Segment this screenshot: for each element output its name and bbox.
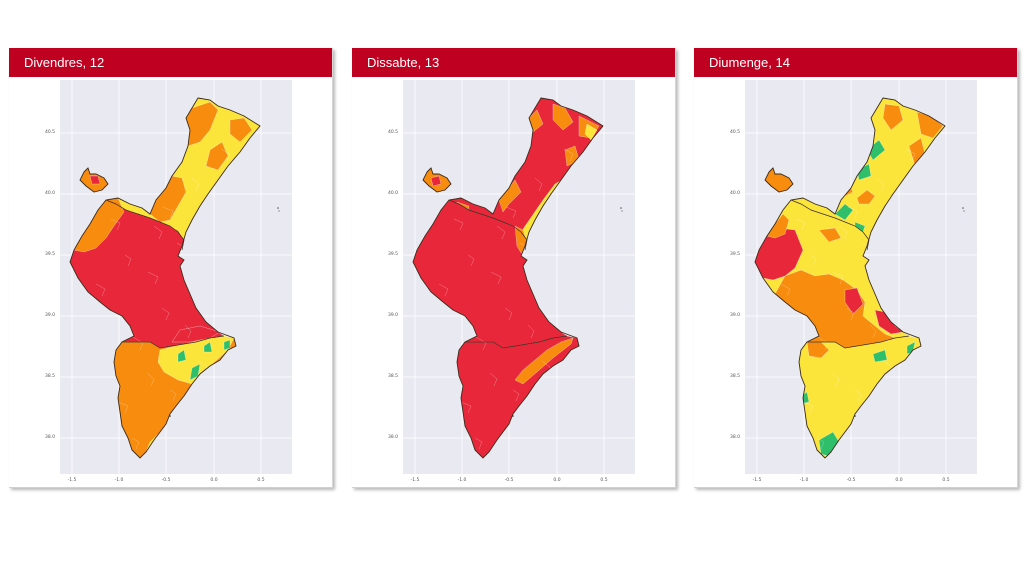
- map-plot: 40.5 40.0 39.5 39.0 38.5 38.0 -1.5 -1.0 -0.5 0.0 0…: [45, 80, 292, 483]
- x-tick-label: -0.5: [161, 478, 171, 483]
- x-tick-label: -1.0: [799, 478, 809, 483]
- y-tick-label: 40.0: [387, 191, 398, 196]
- y-tick-label: 39.0: [729, 313, 740, 318]
- y-tick-label: 40.5: [44, 130, 55, 135]
- map-panel-saturday: Dissabte, 13 40.5 40.0 39.5 39.0 38.5 38.0 -1.…: [352, 48, 676, 488]
- y-tick-label: 40.5: [729, 130, 740, 135]
- x-tick-label: -0.5: [504, 478, 514, 483]
- y-tick-label: 38.0: [44, 435, 55, 440]
- y-tick-label: 39.0: [387, 313, 398, 318]
- y-tick-label: 40.0: [729, 191, 740, 196]
- x-tick-label: 0.0: [553, 478, 561, 483]
- x-tick-label: -1.5: [410, 478, 420, 483]
- x-tick-label: 0.0: [210, 478, 218, 483]
- y-tick-label: 40.0: [44, 191, 55, 196]
- map-panel-sunday: Diumenge, 14 40.5 40.0 39.5 39.0 38.5 38.0 -1.…: [694, 48, 1018, 488]
- y-tick-label: 39.0: [44, 313, 55, 318]
- x-tick-label: -1.0: [114, 478, 124, 483]
- y-tick-label: 39.5: [729, 252, 740, 257]
- y-tick-label: 38.0: [729, 435, 740, 440]
- x-tick-label: -1.5: [752, 478, 762, 483]
- map-plot: 40.5 40.0 39.5 39.0 38.5 38.0 -1.5 -1.0 -0.5 0.0 0…: [730, 80, 977, 483]
- y-tick-label: 38.0: [387, 435, 398, 440]
- x-tick-label: 0.5: [600, 478, 608, 483]
- choropleth-map: [60, 80, 292, 474]
- map-panel-friday: Divendres, 12 40.5 40.0 39.5 39.0 38.5 38.0 -1…: [9, 48, 333, 488]
- map-plot: 40.5 40.0 39.5 39.0 38.5 38.0 -1.5 -1.0 -0.5 0.0 0…: [388, 80, 635, 483]
- y-tick-label: 38.5: [387, 374, 398, 379]
- y-tick-label: 38.5: [44, 374, 55, 379]
- panel-title: Divendres, 12: [9, 48, 332, 77]
- choropleth-map: [403, 80, 635, 474]
- x-tick-label: 0.0: [895, 478, 903, 483]
- x-tick-label: 0.5: [257, 478, 265, 483]
- panel-title: Dissabte, 13: [352, 48, 675, 77]
- x-tick-label: -1.0: [457, 478, 467, 483]
- y-tick-label: 39.5: [387, 252, 398, 257]
- x-tick-label: -1.5: [67, 478, 77, 483]
- panel-title: Diumenge, 14: [694, 48, 1017, 77]
- y-tick-label: 38.5: [729, 374, 740, 379]
- y-tick-label: 40.5: [387, 130, 398, 135]
- x-tick-label: 0.5: [942, 478, 950, 483]
- x-tick-label: -0.5: [846, 478, 856, 483]
- y-tick-label: 39.5: [44, 252, 55, 257]
- choropleth-map: [745, 80, 977, 474]
